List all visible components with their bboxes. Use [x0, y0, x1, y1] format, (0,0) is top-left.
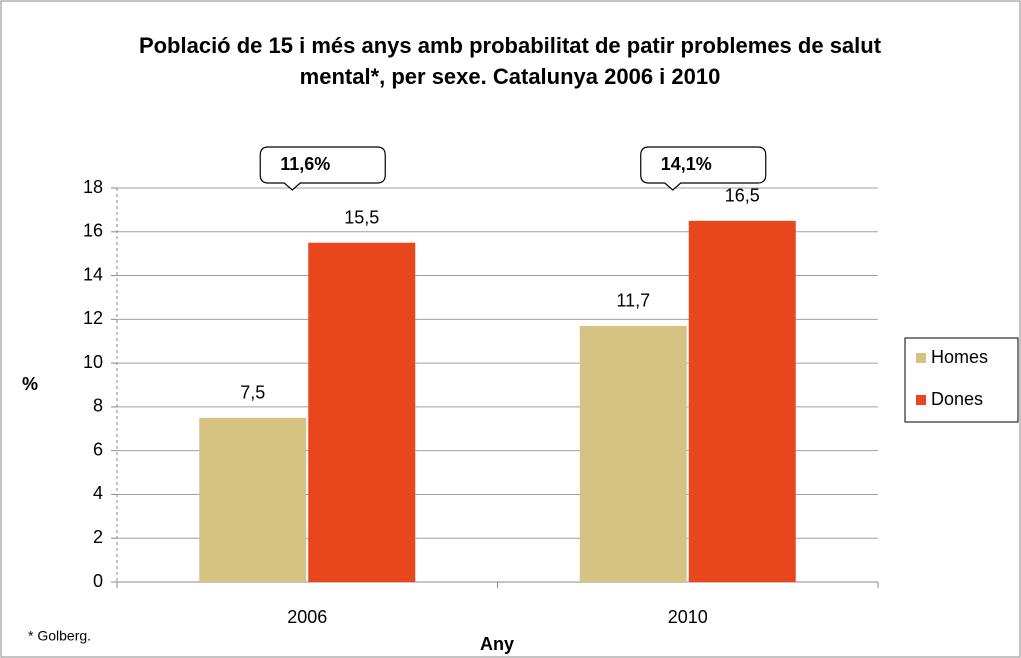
legend-label: Homes	[931, 347, 988, 367]
bar	[579, 325, 687, 582]
legend-swatch	[916, 395, 926, 405]
y-tick-label: 16	[83, 221, 103, 241]
y-tick-label: 0	[93, 571, 103, 591]
bar	[688, 220, 796, 583]
bar	[199, 417, 307, 582]
annotation: 11,6%	[280, 154, 330, 174]
value-label: 7,5	[240, 383, 265, 403]
x-tick-label: 2006	[287, 607, 327, 627]
value-label: 16,5	[725, 186, 760, 206]
y-tick-label: 14	[83, 264, 103, 284]
annotation: 14,1%	[661, 154, 712, 174]
y-axis-label: %	[22, 374, 38, 394]
y-tick-label: 8	[93, 396, 103, 416]
legend-box	[904, 337, 1019, 423]
y-tick-label: 2	[93, 527, 103, 547]
callout	[640, 146, 767, 191]
bar	[308, 242, 416, 582]
y-tick-label: 6	[93, 439, 103, 459]
legend-swatch	[916, 353, 926, 363]
chart-title: Població de 15 i més anys amb probabilit…	[138, 33, 882, 89]
x-tick-label: 2010	[668, 607, 708, 627]
value-label: 11,7	[616, 291, 650, 311]
y-tick-label: 10	[83, 352, 103, 372]
footnote: * Golberg.	[28, 628, 91, 644]
callout	[259, 146, 386, 191]
x-axis-label: Any	[480, 634, 514, 654]
value-label: 15,5	[344, 207, 379, 227]
y-tick-label: 4	[93, 483, 103, 503]
y-tick-label: 12	[83, 308, 103, 328]
legend-label: Dones	[931, 389, 983, 409]
y-tick-label: 18	[83, 177, 103, 197]
